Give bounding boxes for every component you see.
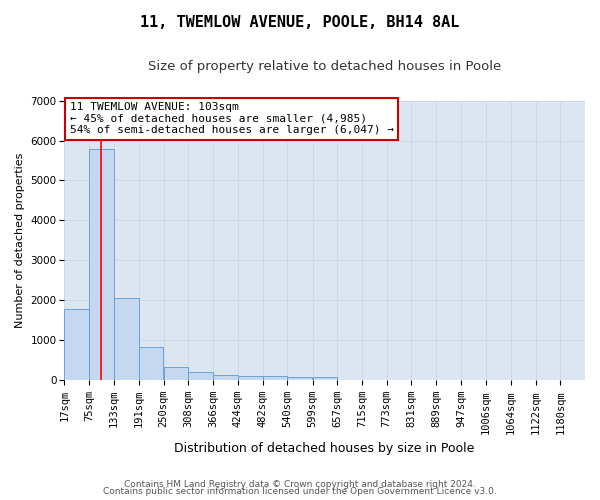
- Bar: [114, 298, 139, 380]
- Text: Contains HM Land Registry data © Crown copyright and database right 2024.: Contains HM Land Registry data © Crown c…: [124, 480, 476, 489]
- Text: 11, TWEMLOW AVENUE, POOLE, BH14 8AL: 11, TWEMLOW AVENUE, POOLE, BH14 8AL: [140, 15, 460, 30]
- Bar: [313, 377, 337, 380]
- Bar: [188, 372, 213, 380]
- Y-axis label: Number of detached properties: Number of detached properties: [15, 152, 25, 328]
- Bar: [89, 150, 114, 380]
- Bar: [164, 366, 188, 380]
- Bar: [213, 375, 238, 380]
- Bar: [238, 376, 263, 380]
- Text: 11 TWEMLOW AVENUE: 103sqm
← 45% of detached houses are smaller (4,985)
54% of se: 11 TWEMLOW AVENUE: 103sqm ← 45% of detac…: [70, 102, 394, 135]
- Bar: [263, 376, 287, 380]
- X-axis label: Distribution of detached houses by size in Poole: Distribution of detached houses by size …: [175, 442, 475, 455]
- Bar: [139, 348, 163, 380]
- Title: Size of property relative to detached houses in Poole: Size of property relative to detached ho…: [148, 60, 501, 73]
- Bar: [64, 309, 89, 380]
- Text: Contains public sector information licensed under the Open Government Licence v3: Contains public sector information licen…: [103, 488, 497, 496]
- Bar: [287, 377, 312, 380]
